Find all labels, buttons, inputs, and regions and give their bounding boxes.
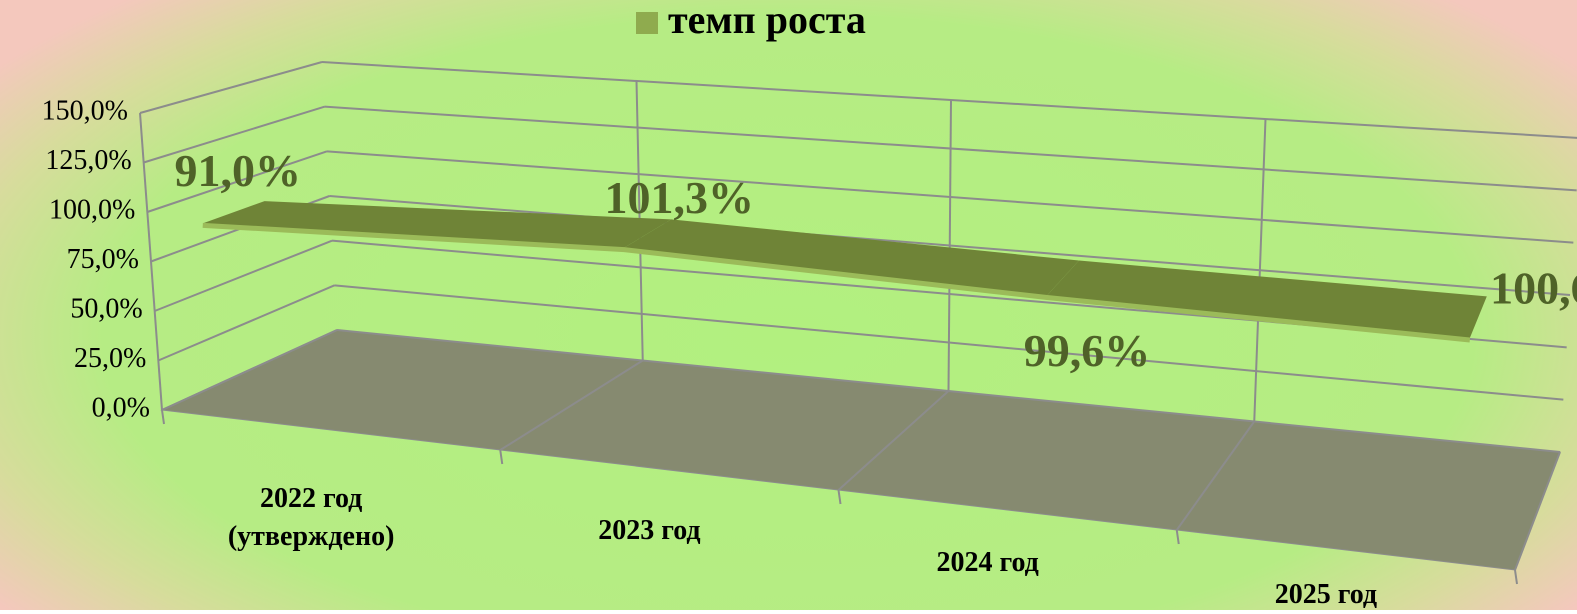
side-grid-line: [147, 150, 328, 213]
x-tick-label: 2025 год: [1274, 579, 1378, 610]
floor-divider: [1175, 420, 1256, 531]
ribbon-face: [624, 219, 1079, 296]
x-tick-label: 2022 год (утверждено): [227, 483, 395, 552]
x-tick: [837, 489, 842, 505]
ribbon-edge: [202, 222, 1471, 343]
y-tick-label: 75,0%: [67, 244, 139, 275]
ribbon-face: [1046, 260, 1487, 338]
back-vertical-line: [1253, 118, 1267, 422]
x-tick: [1175, 529, 1180, 545]
floor-divider: [499, 359, 644, 451]
x-tick-label: 2024 год: [936, 547, 1039, 578]
ribbon-face: [202, 201, 672, 248]
data-label: 91,0%: [175, 145, 302, 196]
y-tick-label: 25,0%: [74, 343, 146, 374]
side-grid-line: [157, 284, 335, 362]
y-tick-label: 125,0%: [45, 145, 131, 176]
x-tick-label: 2023 год: [598, 515, 701, 546]
side-grid-line: [139, 61, 323, 114]
x-tick: [499, 449, 504, 465]
floor-divider: [161, 329, 338, 411]
floor-divider: [837, 390, 950, 491]
data-label: 99,6%: [1024, 325, 1151, 376]
legend-swatch: [636, 12, 658, 34]
y-tick-label: 50,0%: [70, 293, 142, 324]
y-tick-label: 100,0%: [49, 194, 135, 225]
side-grid-line: [143, 105, 325, 164]
back-grid-line: [321, 61, 1577, 139]
back-vertical-line: [947, 99, 952, 392]
x-tick: [161, 409, 165, 425]
y-tick-label: 0,0%: [92, 392, 150, 423]
data-label: 100,6%: [1490, 263, 1577, 314]
data-label: 101,3%: [604, 172, 754, 223]
y-axis: [139, 112, 163, 411]
floor-divider: [1514, 451, 1561, 571]
legend-label: темп роста: [668, 0, 866, 42]
x-tick: [1514, 569, 1518, 585]
side-grid-line: [154, 239, 333, 312]
y-tick-label: 150,0%: [42, 95, 128, 126]
